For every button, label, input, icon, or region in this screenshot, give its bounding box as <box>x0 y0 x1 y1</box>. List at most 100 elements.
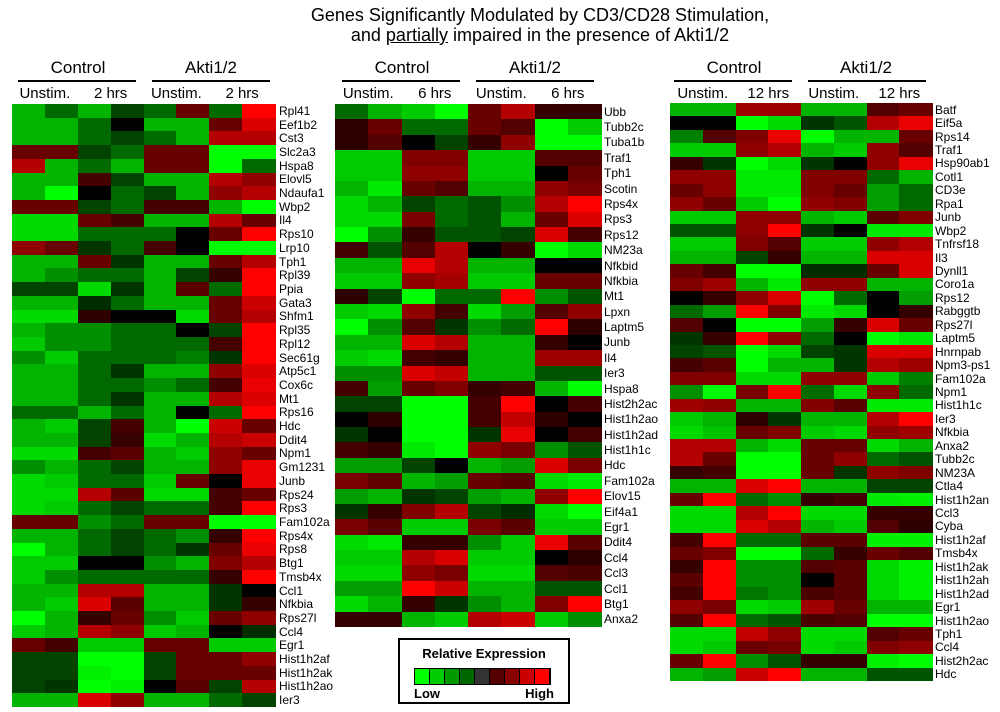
heatmap-cell <box>143 172 177 187</box>
heatmap-cell <box>567 442 602 459</box>
gene-label: Ier3 <box>935 411 956 426</box>
heatmap-cell <box>866 627 900 642</box>
heatmap-cell <box>434 227 469 243</box>
heatmap-cell <box>833 640 867 655</box>
heatmap-cell <box>801 183 835 198</box>
heatmap-cell <box>176 145 210 160</box>
heatmap-cell <box>468 457 502 474</box>
heatmap-cell <box>899 197 933 212</box>
heatmap-cell <box>468 503 502 520</box>
heatmap-cell <box>735 304 769 319</box>
gene-label: Rps3 <box>604 212 633 227</box>
heatmap-cell <box>501 611 535 628</box>
heatmap-cell <box>670 103 704 117</box>
heatmap-cell <box>534 411 569 428</box>
heatmap-cell <box>501 519 535 536</box>
heatmap-cell <box>143 597 177 612</box>
heatmap-cell <box>468 104 502 120</box>
title-part: and <box>350 25 386 45</box>
heatmap-cell <box>468 288 502 305</box>
heatmap-cell <box>242 419 276 434</box>
heatmap-cell <box>143 528 177 544</box>
gene-label: Junb <box>279 473 306 488</box>
heatmap-cell <box>670 586 704 601</box>
heatmap-cell <box>567 519 602 536</box>
heatmap-cell <box>77 199 112 215</box>
heatmap-cell <box>209 652 243 667</box>
heatmap-cell <box>567 134 602 151</box>
heatmap-cell <box>176 665 210 681</box>
heatmap-cell <box>44 638 79 653</box>
condition-header: Unstim. <box>342 85 394 102</box>
heatmap-cell <box>899 492 933 507</box>
legend-swatch <box>490 669 505 684</box>
heatmap-cell <box>368 303 402 320</box>
heatmap-cell <box>401 303 436 320</box>
heatmap-cell <box>434 442 469 459</box>
heatmap-cell <box>899 465 933 480</box>
heatmap-cell <box>735 210 769 225</box>
heatmap-cell <box>143 515 177 530</box>
heatmap-cell <box>335 365 369 382</box>
heatmap-cell <box>176 158 210 174</box>
heatmap-cell <box>735 452 769 467</box>
condition-header: 12 hrs <box>747 85 790 102</box>
condition-header: 2 hrs <box>93 85 128 102</box>
gene-label: Rps16 <box>279 405 314 420</box>
heatmap-cell <box>77 241 112 256</box>
heatmap-cell <box>801 479 835 494</box>
heatmap-cell <box>176 323 210 338</box>
gene-label: Fam102a <box>935 371 986 386</box>
heatmap-cell <box>735 250 769 265</box>
heatmap-cell <box>242 336 276 352</box>
heatmap-cell <box>670 425 704 440</box>
heatmap-cell <box>143 309 177 324</box>
gene-label: Gm1231 <box>279 460 326 475</box>
heatmap-cell <box>368 365 402 382</box>
heatmap-cell <box>702 586 736 601</box>
gene-label: Cox6c <box>279 377 314 392</box>
heatmap-cell <box>434 488 469 505</box>
heatmap-cell <box>368 488 402 505</box>
heatmap-cell <box>12 556 46 571</box>
heatmap-cell <box>44 569 79 585</box>
heatmap-cell <box>143 241 177 256</box>
heatmap-cell <box>735 398 769 413</box>
heatmap-cell <box>434 473 469 490</box>
heatmap-cell <box>44 446 79 461</box>
heatmap-cell <box>335 580 369 597</box>
heatmap-cell <box>77 460 112 475</box>
gene-label: Rps8 <box>279 542 308 557</box>
heatmap-cell <box>768 560 802 574</box>
heatmap-cell <box>176 213 210 228</box>
heatmap-cell <box>110 131 144 146</box>
heatmap-cell <box>209 515 243 530</box>
heatmap-cell <box>801 143 835 158</box>
heatmap-cell <box>12 693 46 708</box>
heatmap-cell <box>899 358 933 373</box>
heatmap-cell <box>176 131 210 146</box>
heatmap-cell <box>670 197 704 212</box>
heatmap-cell <box>77 172 112 187</box>
heatmap-cell <box>866 452 900 467</box>
heatmap-cell <box>735 479 769 494</box>
heatmap-cell <box>833 425 867 440</box>
heatmap-cell <box>209 583 243 598</box>
heatmap-cell <box>670 533 704 548</box>
heatmap-cell <box>242 350 276 365</box>
heatmap-cell <box>44 583 79 598</box>
heatmap-cell <box>242 693 276 708</box>
heatmap-cell <box>44 624 79 639</box>
heatmap-cell <box>702 452 736 467</box>
gene-label: Shfm1 <box>279 309 314 324</box>
heatmap-cell <box>501 473 535 490</box>
heatmap-cell <box>176 350 210 365</box>
gene-label: Ccl3 <box>935 505 960 520</box>
heatmap-cell <box>768 385 802 400</box>
heatmap-cell <box>899 452 933 467</box>
heatmap-cell <box>143 460 177 475</box>
heatmap-cell <box>368 165 402 182</box>
heatmap-cell <box>768 439 802 453</box>
heatmap-cell <box>801 465 835 480</box>
heatmap-cell <box>209 624 243 639</box>
